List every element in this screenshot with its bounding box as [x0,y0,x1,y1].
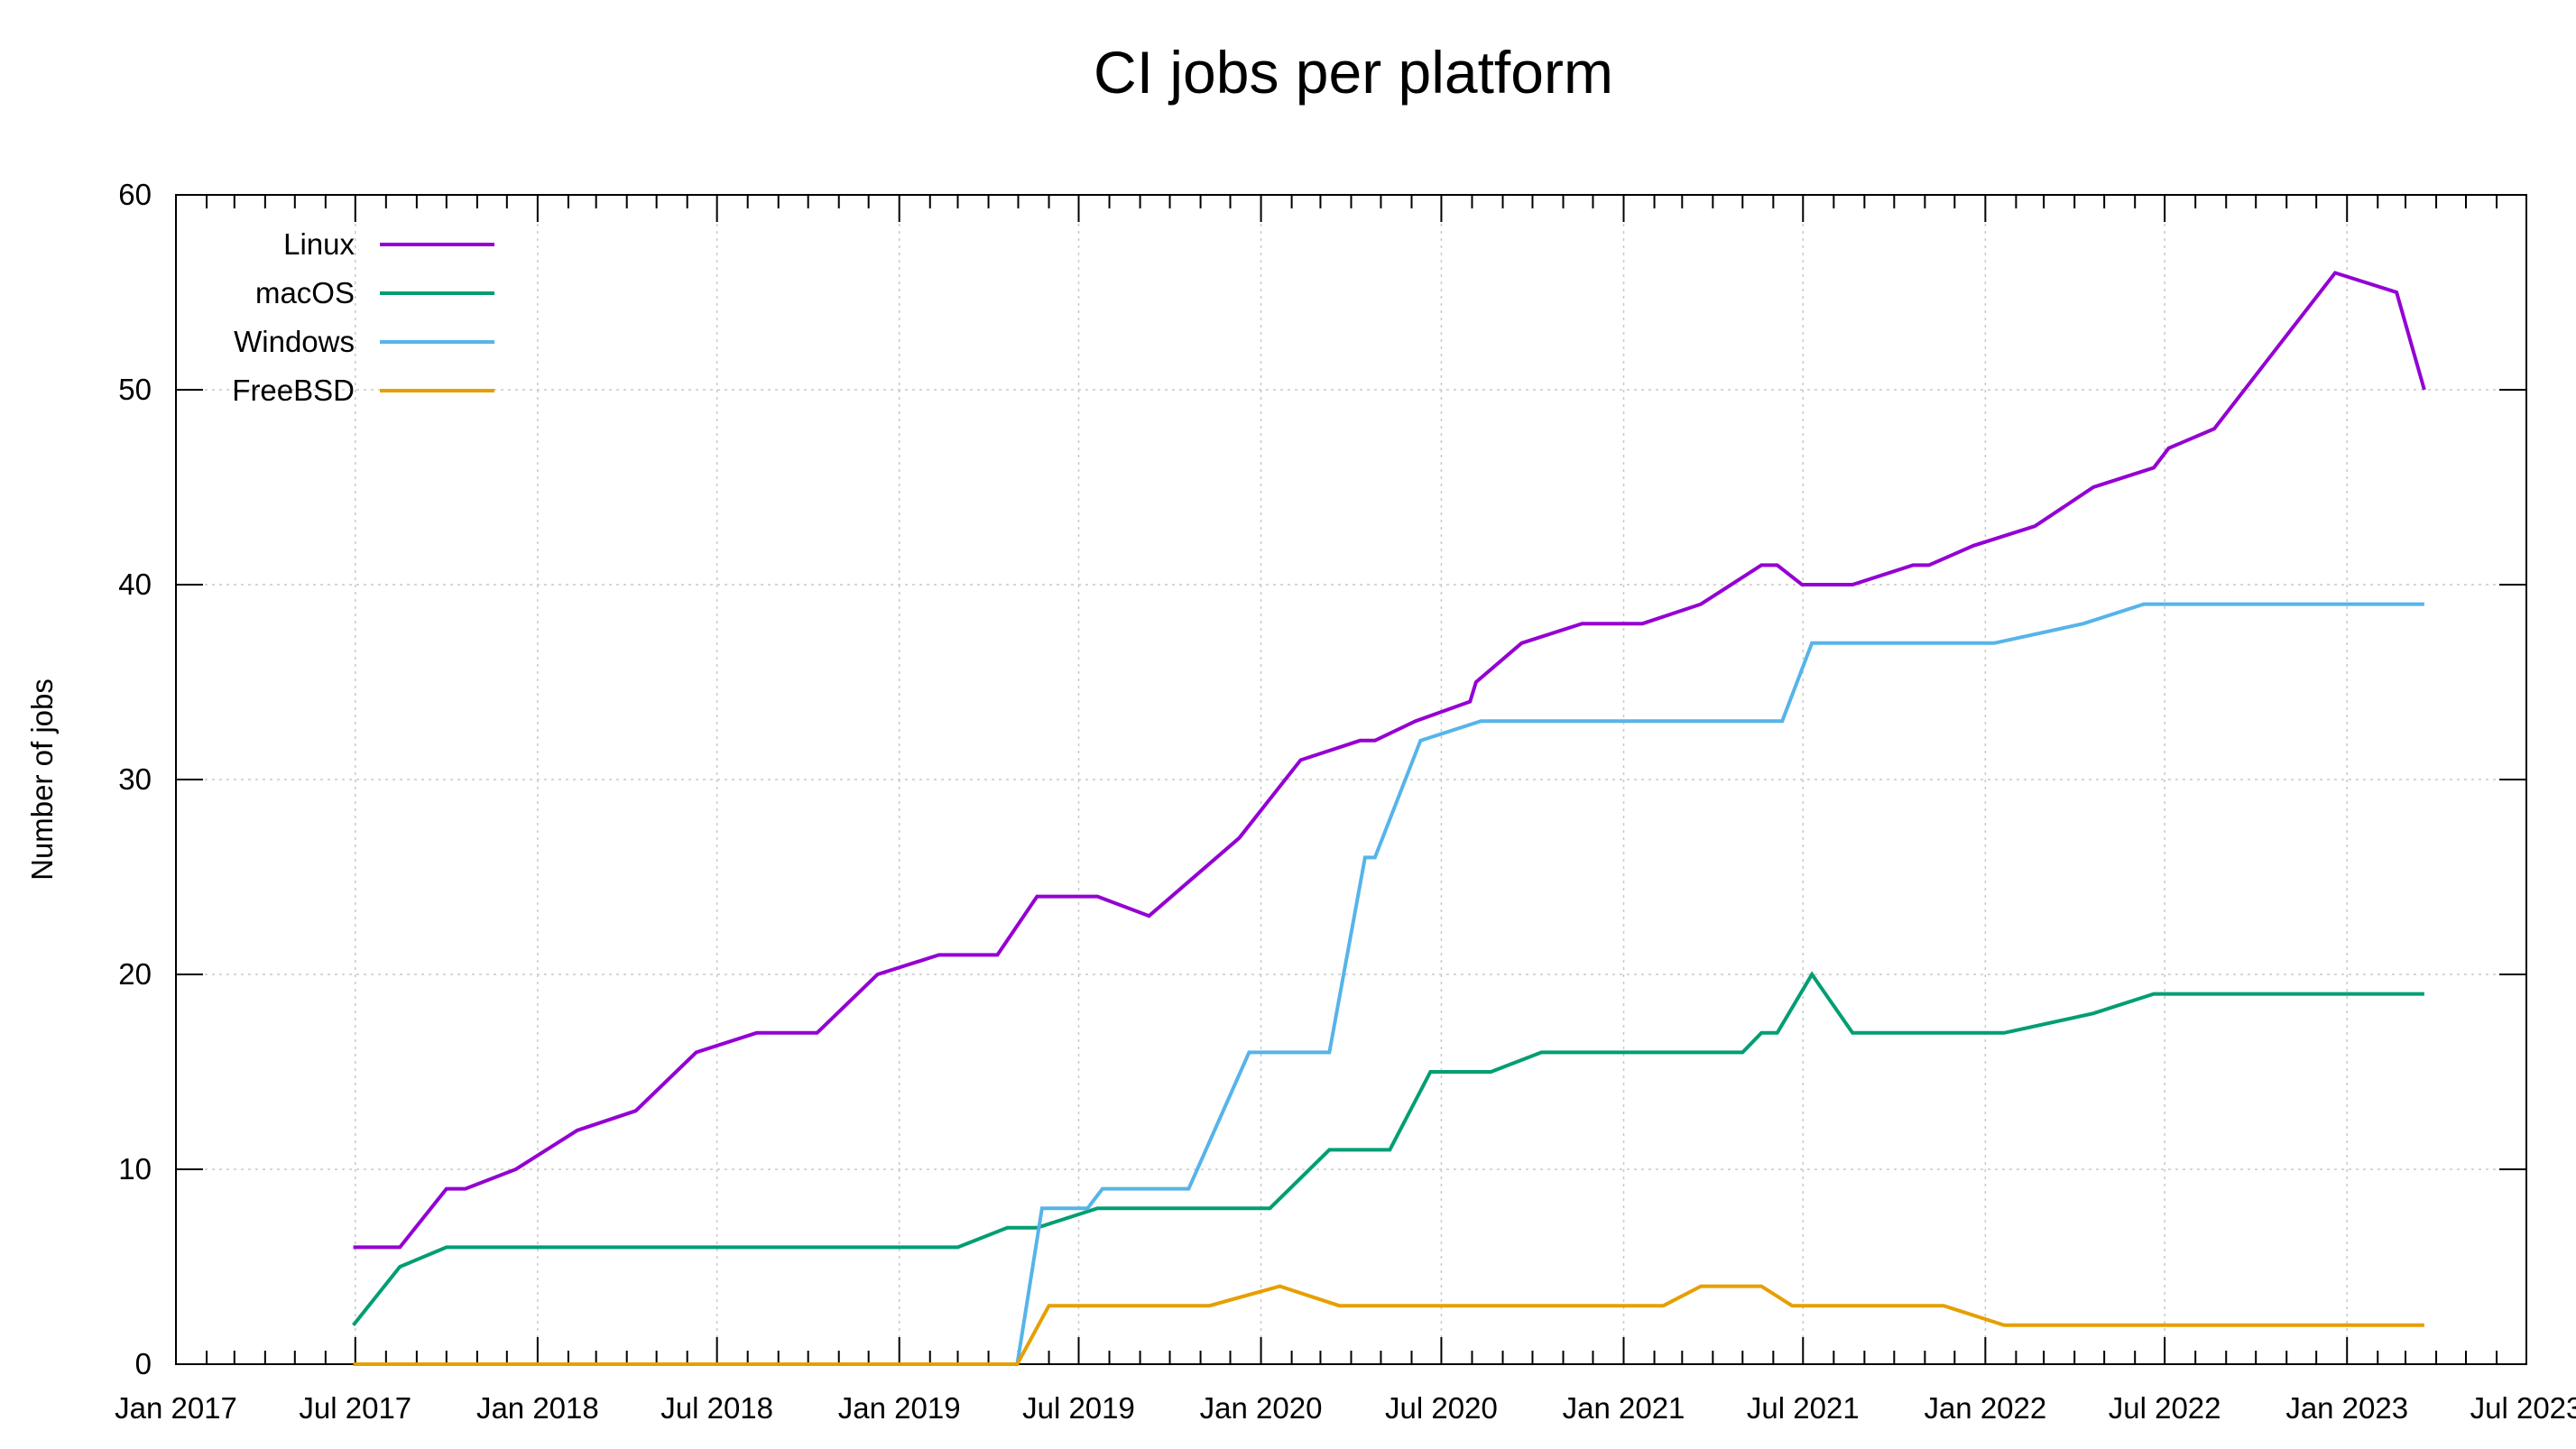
legend-label-macos: macOS [255,276,355,309]
x-tick-label: Jan 2017 [115,1391,237,1425]
chart-title: CI jobs per platform [1094,39,1613,106]
x-tick-label: Jul 2021 [1747,1391,1860,1425]
series-line-windows [1015,602,2424,1365]
axes: 0 10 20 30 40 50 60 Jan 2017 Jul 2017 Jan 2018 Jul… [115,178,2576,1425]
series-line-freebsd [353,1284,2424,1366]
x-tick-label: Jan 2019 [838,1391,961,1425]
series-line-macos [352,971,2424,1327]
grid [176,195,2526,1364]
series-line-linux [353,271,2426,1250]
y-tick-label: 30 [118,762,152,796]
legend: Linux macOS Windows FreeBSD [232,227,494,407]
x-tick-label: Jan 2018 [476,1391,599,1425]
y-tick-label: 40 [118,568,152,601]
y-tick-label: 10 [118,1152,152,1186]
x-tick-label: Jul 2022 [2109,1391,2221,1425]
x-tick-label: Jan 2023 [2285,1391,2408,1425]
x-tick-label: Jul 2023 [2470,1391,2576,1425]
legend-label-freebsd: FreeBSD [232,374,355,407]
plot-frame [175,194,2527,1365]
legend-label-windows: Windows [234,325,355,358]
x-tick-label: Jan 2022 [1924,1391,2046,1425]
y-tick-label: 0 [135,1347,152,1380]
legend-label-linux: Linux [283,227,355,261]
x-tick-label: Jul 2020 [1385,1391,1498,1425]
x-tick-label: Jul 2019 [1022,1391,1135,1425]
series-lines [352,271,2426,1366]
x-tick-label: Jul 2018 [660,1391,773,1425]
x-tick-label: Jan 2020 [1200,1391,1323,1425]
x-tick-label: Jan 2021 [1563,1391,1685,1425]
y-tick-label: 20 [118,957,152,991]
y-tick-label: 60 [118,178,152,211]
y-axis-label: Number of jobs [25,678,59,881]
x-tick-label: Jul 2017 [299,1391,411,1425]
y-tick-label: 50 [118,373,152,406]
